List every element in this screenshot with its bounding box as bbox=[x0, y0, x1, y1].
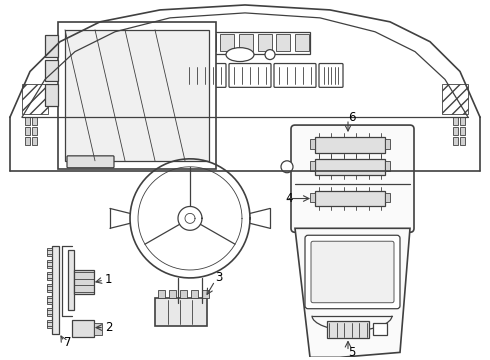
Bar bbox=[327, 321, 369, 338]
Bar bbox=[453, 127, 458, 135]
Text: 3: 3 bbox=[215, 271, 222, 284]
Bar bbox=[25, 137, 30, 145]
Bar bbox=[453, 137, 458, 145]
Bar bbox=[155, 298, 207, 325]
Bar bbox=[47, 284, 52, 292]
Circle shape bbox=[265, 50, 275, 59]
Bar bbox=[45, 35, 58, 57]
Bar bbox=[258, 34, 271, 51]
Bar bbox=[180, 290, 187, 298]
Bar bbox=[65, 30, 209, 161]
Bar bbox=[169, 290, 176, 298]
Bar bbox=[47, 248, 52, 256]
FancyBboxPatch shape bbox=[291, 125, 414, 232]
Bar bbox=[58, 22, 216, 169]
Bar bbox=[47, 296, 52, 304]
Bar bbox=[180, 32, 310, 54]
Bar bbox=[385, 139, 390, 149]
Bar bbox=[45, 59, 58, 81]
Bar bbox=[47, 320, 52, 328]
Polygon shape bbox=[442, 84, 468, 114]
FancyBboxPatch shape bbox=[229, 63, 271, 87]
Polygon shape bbox=[295, 228, 410, 357]
Bar bbox=[191, 290, 198, 298]
Bar bbox=[158, 290, 165, 298]
Bar bbox=[32, 137, 37, 145]
Bar bbox=[52, 246, 59, 333]
Text: 2: 2 bbox=[105, 321, 113, 334]
Text: 1: 1 bbox=[105, 274, 113, 287]
Bar bbox=[310, 193, 315, 202]
FancyBboxPatch shape bbox=[319, 63, 343, 87]
Bar bbox=[47, 308, 52, 316]
FancyBboxPatch shape bbox=[184, 63, 226, 87]
Bar bbox=[202, 34, 216, 51]
Bar bbox=[453, 117, 458, 125]
Bar bbox=[32, 127, 37, 135]
Bar bbox=[295, 34, 309, 51]
Text: 4: 4 bbox=[285, 192, 293, 205]
Bar bbox=[276, 34, 291, 51]
Bar bbox=[373, 323, 387, 334]
FancyBboxPatch shape bbox=[305, 235, 400, 309]
Bar bbox=[47, 272, 52, 280]
Polygon shape bbox=[22, 84, 48, 114]
Bar bbox=[183, 34, 197, 51]
Ellipse shape bbox=[226, 48, 254, 62]
Text: 6: 6 bbox=[348, 111, 356, 123]
Bar bbox=[385, 193, 390, 202]
Bar bbox=[310, 139, 315, 149]
Bar bbox=[25, 127, 30, 135]
Bar bbox=[315, 190, 385, 207]
Bar bbox=[72, 320, 94, 337]
Text: 5: 5 bbox=[348, 346, 355, 359]
FancyBboxPatch shape bbox=[274, 63, 316, 87]
FancyBboxPatch shape bbox=[67, 156, 114, 168]
Bar bbox=[220, 34, 234, 51]
Bar bbox=[25, 117, 30, 125]
Bar bbox=[315, 137, 385, 153]
Bar bbox=[385, 161, 390, 171]
Bar bbox=[47, 260, 52, 268]
Bar bbox=[460, 137, 465, 145]
Bar bbox=[202, 290, 209, 298]
Bar bbox=[239, 34, 253, 51]
Bar bbox=[45, 84, 58, 106]
Circle shape bbox=[281, 161, 293, 173]
Bar bbox=[32, 117, 37, 125]
Bar bbox=[74, 270, 94, 294]
Bar bbox=[68, 250, 74, 310]
Text: 7: 7 bbox=[64, 336, 72, 349]
Bar bbox=[460, 117, 465, 125]
Bar bbox=[460, 127, 465, 135]
Bar bbox=[315, 159, 385, 175]
Bar bbox=[310, 161, 315, 171]
Bar bbox=[94, 323, 102, 334]
FancyBboxPatch shape bbox=[311, 241, 394, 303]
